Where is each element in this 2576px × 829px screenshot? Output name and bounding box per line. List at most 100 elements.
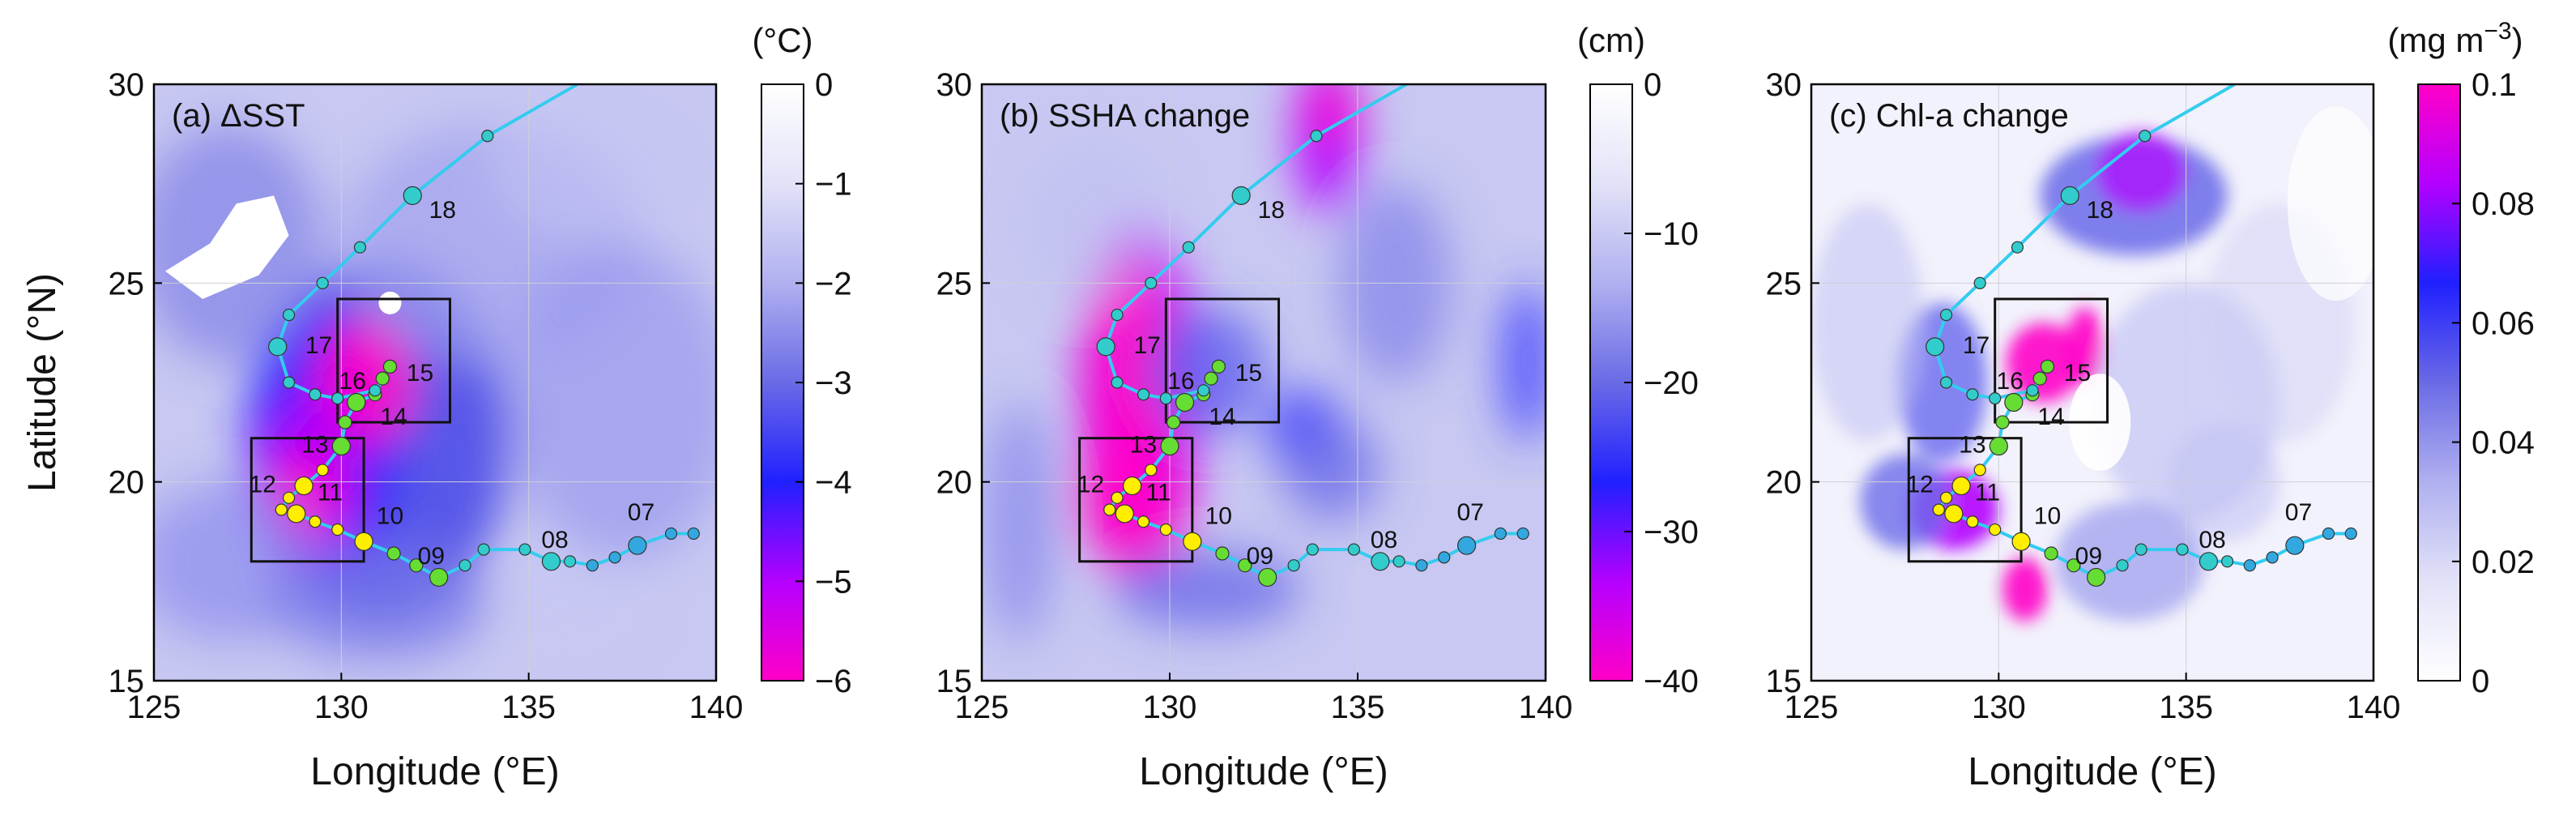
track-marker [1966,515,1979,528]
day-label: 12 [1077,471,1104,498]
y-tick-label: 30 [936,67,973,103]
panel-label: (b) SSHA change [1000,98,1250,134]
track-marker [1137,388,1150,401]
heatmap-blob [2002,557,2048,622]
heatmap-blob [491,553,642,649]
plot-frame [1810,83,2375,682]
day-label: 13 [1959,431,1985,458]
region-box [336,297,452,424]
y-tick-label: 15 [936,664,973,699]
track-marker [353,241,367,254]
x-axis-label: Longitude (°E) [310,750,559,793]
track-marker [1939,491,1953,504]
heatmap-field [982,84,1546,681]
day-label: 17 [305,332,332,359]
heatmap-blob [266,541,492,661]
track-marker [1183,532,1202,551]
colorbar-tick-label: 0.04 [2472,425,2535,461]
track-marker [338,415,352,429]
panel-label: (c) Chl-a change [1829,98,2069,134]
track-marker [1516,527,1529,541]
plot-frame [152,83,718,682]
track-marker [2243,559,2256,572]
track-marker [518,543,531,556]
colorbar-tick-label: 0.02 [2472,545,2535,580]
track-marker [1111,491,1124,504]
track-marker [1159,523,1172,536]
day-label: 12 [249,471,275,498]
track-marker [1115,504,1134,523]
colorbar-tick-label: −30 [1644,515,1699,550]
colorbar-tick-label: 0 [2472,664,2489,699]
day-label: 07 [628,499,655,526]
track-marker [287,504,306,523]
track-marker [664,527,678,541]
heatmap-blob [1811,203,1924,442]
colorbar-tick-label: −20 [1644,365,1699,401]
x-tick-label: 135 [1331,690,1385,725]
track-marker [275,503,288,516]
day-label: 14 [2037,404,2064,430]
track-marker [2135,543,2147,556]
track-marker [1939,308,1953,322]
track-marker [2032,371,2047,386]
day-label: 09 [1247,543,1273,570]
track-marker [294,476,313,496]
track-marker [347,392,366,412]
heatmap-blob [2096,131,2186,212]
track-marker [1392,555,1405,568]
y-tick-label: 20 [936,465,973,501]
track-marker [1944,504,1964,523]
track-marker [331,392,344,405]
track-marker [1989,523,2002,536]
day-label: 11 [1146,479,1171,506]
day-label: 15 [1235,360,1262,387]
track-marker [2199,552,2219,571]
day-label: 16 [1167,368,1194,395]
colorbar-title: (cm) [1577,21,1645,59]
region-box [1078,437,1194,563]
x-tick-label: 130 [1972,690,2026,725]
heatmap-blob [2066,306,2104,387]
region-box [1994,297,2109,424]
track-marker [1103,503,1116,516]
track-marker [2044,546,2058,561]
colorbar-tick-label: −1 [815,167,852,203]
heatmap-blob [1282,418,1380,522]
track-marker [1995,415,2010,429]
track-marker [2087,567,2106,588]
region-box [249,437,365,563]
track-marker [1166,415,1181,429]
track-marker [1204,371,1218,386]
day-label: 07 [2285,499,2312,526]
land-mask [378,291,402,314]
colorbar-tick-label: −5 [815,564,852,600]
x-axis-label: Longitude (°E) [1139,750,1388,793]
track-marker [1456,536,1477,555]
track-marker [2176,543,2189,556]
track-marker [282,376,296,389]
plot-frame [980,83,1547,682]
track-marker [1973,464,1986,476]
track-marker [1347,543,1360,556]
region-box [1907,437,2023,563]
track-marker [375,371,390,386]
y-axis-label: Latitude (°N) [21,273,64,492]
x-tick-label: 125 [955,690,1009,725]
track-marker [1160,436,1179,456]
day-label: 18 [429,197,456,224]
track-marker [1371,552,1390,571]
land-mask [164,195,289,299]
track-marker [1159,392,1172,405]
y-tick-label: 20 [109,465,145,501]
track-marker [2040,359,2055,374]
track-marker [429,567,449,588]
track-marker [481,130,494,143]
x-tick-label: 140 [2347,690,2401,725]
track-marker [1989,392,2002,405]
day-label: 08 [2199,527,2225,553]
region-box [1164,297,1281,424]
